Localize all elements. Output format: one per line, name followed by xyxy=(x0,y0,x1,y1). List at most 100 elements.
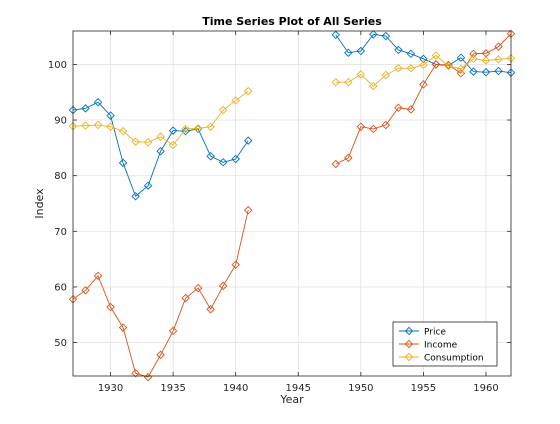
data-point-income xyxy=(381,120,391,130)
data-point-price xyxy=(381,31,391,41)
series-line-price xyxy=(72,101,249,198)
data-point-consumption xyxy=(456,64,466,74)
x-tick-label: 1940 xyxy=(223,383,248,394)
data-point-income xyxy=(156,350,165,360)
data-point-income xyxy=(469,49,478,59)
data-point-income xyxy=(394,103,403,113)
data-point-consumption xyxy=(206,122,215,131)
data-point-income xyxy=(231,260,240,269)
legend-label-consumption: Consumption xyxy=(424,354,484,364)
data-point-price xyxy=(81,104,90,113)
data-point-price xyxy=(168,126,178,135)
data-point-income xyxy=(419,80,428,89)
series-line-price xyxy=(335,33,512,74)
data-point-consumption xyxy=(381,70,391,80)
x-tick-label: 1955 xyxy=(411,383,436,394)
legend-item-consumption: Consumption xyxy=(399,352,484,364)
data-point-income xyxy=(106,302,115,312)
legend-label-income: Income xyxy=(424,341,458,351)
plot-area xyxy=(73,31,511,376)
data-point-consumption xyxy=(419,60,428,70)
data-point-consumption xyxy=(331,77,341,87)
data-point-consumption xyxy=(143,138,153,147)
data-point-income xyxy=(456,69,466,78)
data-point-consumption xyxy=(481,56,491,65)
series-consumption xyxy=(68,51,516,150)
series-line-income xyxy=(72,210,249,378)
data-point-consumption xyxy=(406,64,416,73)
data-point-price xyxy=(231,154,240,164)
data-point-price xyxy=(419,54,428,64)
y-tick-label: 70 xyxy=(54,227,67,238)
data-point-income xyxy=(181,293,190,303)
data-point-income xyxy=(356,122,366,131)
data-point-income xyxy=(93,271,103,281)
series-line-consumption xyxy=(72,90,249,146)
data-point-price xyxy=(469,67,478,76)
data-point-consumption xyxy=(156,132,165,141)
data-point-income xyxy=(494,42,503,51)
data-point-consumption xyxy=(243,86,253,96)
data-point-consumption xyxy=(369,81,378,91)
data-point-consumption xyxy=(469,54,478,64)
data-point-price xyxy=(118,158,128,168)
data-point-consumption xyxy=(494,55,503,64)
data-point-price xyxy=(206,151,215,161)
data-point-consumption xyxy=(168,140,178,150)
y-tick-label: 80 xyxy=(54,171,67,182)
data-point-income xyxy=(218,281,228,291)
data-point-price xyxy=(406,49,416,59)
x-tick-label: 1945 xyxy=(286,383,311,394)
data-point-income xyxy=(206,304,215,314)
y-tick-label: 90 xyxy=(54,116,67,127)
data-point-consumption xyxy=(394,64,403,73)
data-point-consumption xyxy=(344,77,353,87)
y-axis-label: Index xyxy=(33,188,46,219)
data-point-price xyxy=(143,181,153,190)
data-point-price xyxy=(369,30,378,39)
data-point-consumption xyxy=(193,124,203,133)
data-point-consumption xyxy=(93,120,103,130)
legend-marker-income xyxy=(404,339,414,349)
data-point-price xyxy=(481,67,491,77)
legend: Price Income Consumption xyxy=(392,321,498,367)
data-point-price xyxy=(456,53,466,62)
data-point-income xyxy=(406,105,416,114)
legend-marker-price xyxy=(404,326,414,336)
data-point-consumption xyxy=(431,51,441,60)
series-group xyxy=(68,29,516,382)
data-point-income xyxy=(81,286,90,295)
x-tick-label: 1935 xyxy=(160,383,185,394)
data-point-income xyxy=(331,159,341,169)
y-tick-label: 100 xyxy=(48,60,67,71)
x-tick-label: 1960 xyxy=(473,383,498,394)
legend-item-income: Income xyxy=(399,339,458,351)
data-point-income xyxy=(193,283,203,293)
axis-ticks: 1930 1935 1940 1945 1950 1955 1960 50 60 70 80 90 10… xyxy=(48,31,511,394)
data-point-income xyxy=(431,60,441,69)
data-point-consumption xyxy=(231,96,240,105)
axes-box xyxy=(72,30,512,377)
data-point-consumption xyxy=(356,70,366,79)
legend-item-price: Price xyxy=(399,326,446,338)
series-income xyxy=(68,29,516,382)
x-axis-label: Year xyxy=(279,393,304,406)
x-tick-label: 1930 xyxy=(98,383,123,394)
data-point-income xyxy=(344,153,353,163)
data-point-consumption xyxy=(118,126,128,136)
legend-label-price: Price xyxy=(424,328,446,338)
data-point-consumption xyxy=(444,61,453,71)
data-point-price xyxy=(156,146,165,156)
x-tick-label: 1950 xyxy=(348,383,373,394)
data-point-price xyxy=(356,46,366,56)
data-point-income xyxy=(131,368,140,378)
data-point-price xyxy=(131,192,140,201)
data-point-price xyxy=(494,66,503,76)
legend-marker-consumption xyxy=(404,352,414,362)
data-point-income xyxy=(243,205,253,215)
data-point-consumption xyxy=(131,137,140,146)
y-tick-label: 50 xyxy=(54,338,67,349)
data-point-consumption xyxy=(218,105,228,115)
data-point-consumption xyxy=(181,124,190,134)
